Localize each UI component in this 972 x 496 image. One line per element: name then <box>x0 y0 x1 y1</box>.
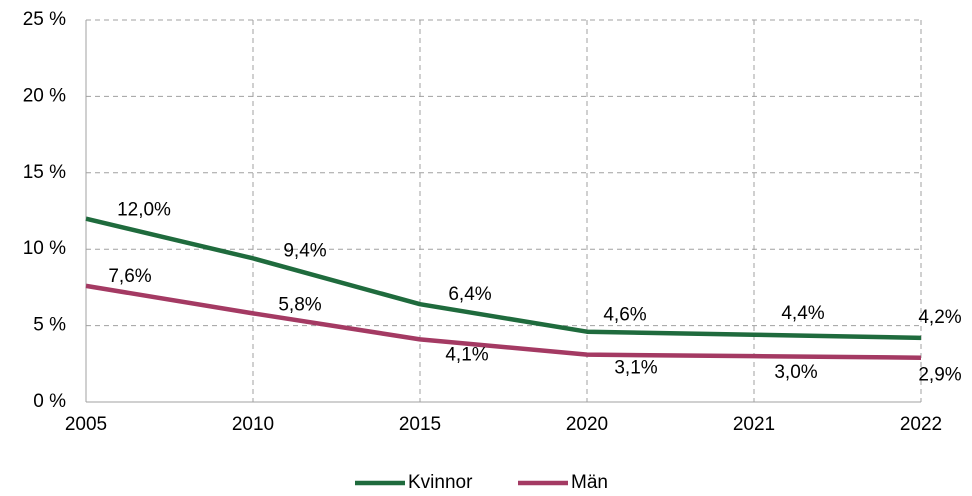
data-label: 4,6% <box>603 305 646 326</box>
y-tick-label: 25 % <box>23 9 66 30</box>
y-tick-label: 15 % <box>23 162 66 183</box>
x-tick-label: 2020 <box>566 414 608 435</box>
legend-label: Kvinnor <box>408 472 473 493</box>
y-tick-label: 0 % <box>33 391 66 412</box>
y-tick-label: 5 % <box>33 315 66 336</box>
data-label: 4,2% <box>918 307 961 328</box>
x-tick-label: 2021 <box>733 414 775 435</box>
data-label: 3,1% <box>614 358 657 379</box>
data-label: 7,6% <box>108 266 151 287</box>
data-label: 4,4% <box>781 303 824 324</box>
series-line <box>85 283 922 360</box>
data-label: 4,1% <box>445 344 488 365</box>
data-label: 2,9% <box>918 365 961 386</box>
data-label: 9,4% <box>283 240 326 261</box>
data-label: 5,8% <box>278 294 321 315</box>
y-tick-label: 10 % <box>23 238 66 259</box>
data-label: 12,0% <box>117 200 171 221</box>
x-tick-label: 2005 <box>65 414 107 435</box>
data-label: 6,4% <box>448 284 491 305</box>
series-line <box>85 216 922 341</box>
x-tick-label: 2010 <box>232 414 274 435</box>
y-tick-label: 20 % <box>23 85 66 106</box>
x-tick-label: 2022 <box>900 414 942 435</box>
data-label: 3,0% <box>774 362 817 383</box>
x-tick-label: 2015 <box>399 414 441 435</box>
legend-label: Män <box>571 472 608 493</box>
